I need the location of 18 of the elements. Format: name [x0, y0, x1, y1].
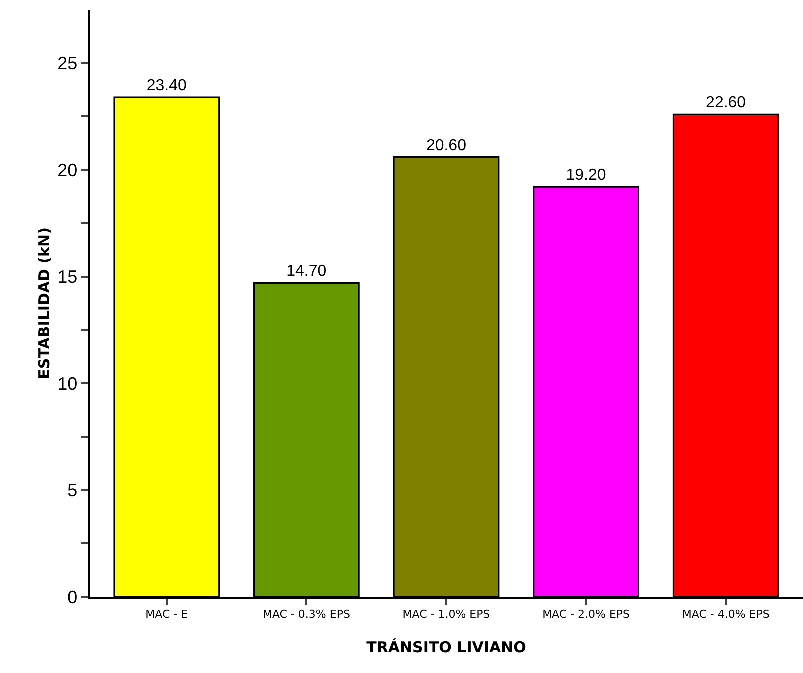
y-tick-label: 5	[68, 480, 78, 501]
y-tick-label: 0	[68, 587, 78, 608]
data-label: 20.60	[426, 137, 467, 154]
x-tick-label: MAC - 1.0% EPS	[402, 608, 490, 621]
data-label: 22.60	[706, 94, 746, 112]
x-tick-label: MAC - 4.0% EPS	[682, 608, 770, 621]
y-axis-title: ESTABILIDAD (kN)	[36, 228, 54, 380]
x-tick-label: MAC - 2.0% EPS	[542, 608, 630, 621]
y-tick-label: 25	[58, 54, 78, 74]
x-tick-label: MAC - 0.3% EPS	[262, 608, 350, 621]
x-axis-title: TRÁNSITO LIVIANO	[366, 638, 526, 656]
y-tick-label: 20	[58, 160, 78, 180]
x-tick-label: MAC - E	[146, 608, 188, 621]
data-label: 14.70	[286, 263, 327, 280]
y-tick-label: 15	[58, 267, 78, 288]
data-label: 23.40	[146, 78, 187, 95]
y-tick-label: 10	[58, 374, 78, 394]
data-label: 19.20	[566, 167, 606, 184]
